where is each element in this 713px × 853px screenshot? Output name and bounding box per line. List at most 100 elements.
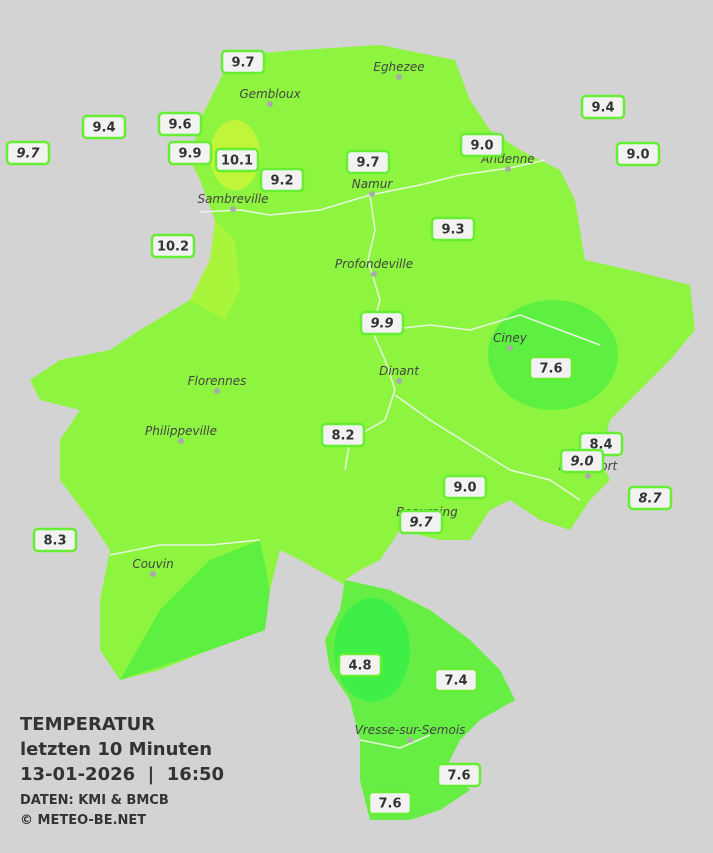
station: 9.0 — [559, 448, 605, 474]
station-box — [459, 132, 505, 158]
station: 9.7 — [220, 49, 266, 75]
city-name: Couvin — [132, 557, 173, 571]
station-value: 9.7 — [231, 56, 254, 71]
title: TEMPERATUR — [20, 714, 155, 735]
city-name: Dinant — [379, 364, 420, 378]
station-box — [398, 509, 444, 535]
station: 9.9 — [167, 140, 213, 166]
station-box — [150, 233, 196, 259]
station: 7.6 — [528, 355, 574, 381]
station-value: 7.6 — [447, 769, 470, 784]
city-name: Profondeville — [335, 257, 413, 271]
city-dot — [369, 191, 375, 197]
station-box — [627, 485, 673, 511]
river — [394, 394, 581, 501]
station-value: 8.2 — [331, 429, 354, 444]
station-value: 9.7 — [409, 516, 433, 531]
warm-zone — [190, 220, 240, 320]
subtitle: letzten 10 Minuten — [20, 739, 212, 760]
station-value: 9.6 — [168, 118, 191, 133]
station: 9.0 — [459, 132, 505, 158]
city-dot — [214, 388, 220, 394]
cool-zone — [120, 540, 270, 680]
city-dot — [371, 271, 377, 277]
station-box — [320, 422, 366, 448]
city-dot — [396, 378, 402, 384]
station-box — [157, 111, 203, 137]
station-box — [615, 141, 661, 167]
station-value: 9.0 — [453, 481, 476, 496]
credit: © METEO-BE.NET — [20, 813, 146, 828]
cold-zone — [334, 598, 410, 702]
city-dot — [505, 166, 511, 172]
station-value: 9.0 — [470, 139, 493, 154]
station-value: 7.6 — [539, 362, 562, 377]
city-name: Gembloux — [239, 87, 301, 101]
station-box — [436, 762, 482, 788]
station-value: 8.7 — [638, 492, 662, 507]
station-value: 9.4 — [591, 101, 614, 116]
station: 7.6 — [436, 762, 482, 788]
city-dot — [150, 571, 156, 577]
station: 7.6 — [367, 790, 413, 816]
station: 4.8 — [337, 652, 383, 678]
station-box — [220, 49, 266, 75]
station: 9.3 — [430, 216, 476, 242]
city-name: Florennes — [188, 374, 247, 388]
station: 8.7 — [627, 485, 673, 511]
river — [384, 314, 601, 346]
station-value: 9.0 — [570, 455, 593, 470]
station-box — [559, 448, 605, 474]
river — [344, 194, 396, 471]
station-value: 9.2 — [270, 174, 293, 189]
station-value: 7.4 — [444, 674, 467, 689]
station: 9.7 — [5, 140, 51, 166]
station-box — [167, 140, 213, 166]
station-box — [442, 474, 488, 500]
station: 9.2 — [259, 167, 305, 193]
station: 8.2 — [320, 422, 366, 448]
city-dot — [396, 74, 402, 80]
city-dot — [407, 737, 413, 743]
river — [359, 734, 431, 749]
city-name: Vresse-sur-Semois — [355, 723, 466, 737]
station-box — [433, 667, 479, 693]
city-name: Namur — [352, 177, 394, 191]
station-value: 9.7 — [16, 147, 40, 162]
station: 8.3 — [32, 527, 78, 553]
station-box — [430, 216, 476, 242]
city-name: Ciney — [493, 331, 528, 345]
station-value: 7.6 — [378, 797, 401, 812]
city-dot — [585, 473, 591, 479]
station-box — [214, 147, 260, 173]
cool-zone — [488, 300, 618, 410]
station-value: 8.3 — [43, 534, 66, 549]
station: 9.0 — [442, 474, 488, 500]
source: DATEN: KMI & BMCB — [20, 793, 169, 808]
timestamp: 13-01-2026 | 16:50 — [20, 764, 224, 785]
city-name: Sambreville — [197, 192, 268, 206]
city-name: Eghezee — [373, 60, 424, 74]
station-value: 9.4 — [92, 121, 115, 136]
station-box — [337, 652, 383, 678]
station: 9.9 — [359, 310, 405, 336]
station-box — [81, 114, 127, 140]
station-box — [367, 790, 413, 816]
city-dot — [507, 345, 513, 351]
station: 9.7 — [345, 149, 391, 175]
station: 9.4 — [81, 114, 127, 140]
station-value: 9.7 — [356, 156, 379, 171]
station-box — [5, 140, 51, 166]
station-value: 9.0 — [626, 148, 649, 163]
station-value: 9.9 — [370, 317, 393, 332]
station-box — [359, 310, 405, 336]
city-name: Philippeville — [145, 424, 217, 438]
station: 7.4 — [433, 667, 479, 693]
station-value: 9.9 — [178, 147, 201, 162]
station: 10.1 — [214, 147, 260, 173]
station-value: 10.2 — [157, 240, 189, 255]
station-value: 4.8 — [348, 659, 371, 674]
station-value: 9.3 — [441, 223, 464, 238]
station-box — [345, 149, 391, 175]
